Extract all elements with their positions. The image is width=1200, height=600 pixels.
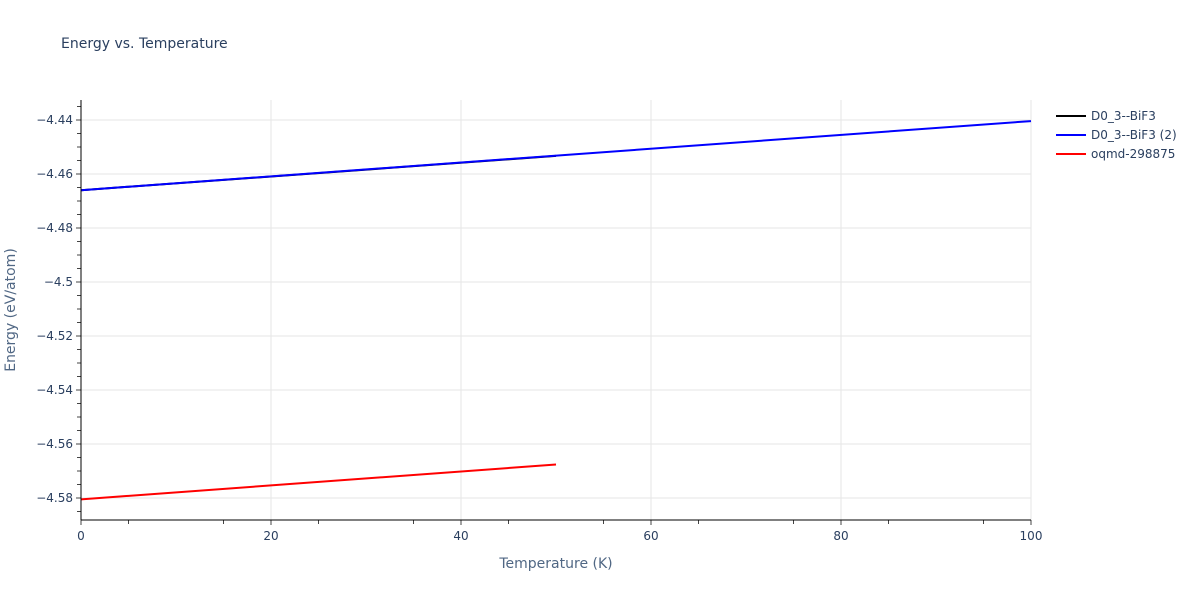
x-tick-label: 20 — [263, 529, 278, 543]
legend-item-oqmd-298875[interactable]: oqmd-298875 — [1056, 144, 1177, 163]
x-tick-label: 60 — [643, 529, 658, 543]
x-tick-label: 80 — [833, 529, 848, 543]
x-axis-label: Temperature (K) — [498, 556, 612, 572]
y-tick-label: −4.5 — [44, 275, 73, 289]
y-tick-label: −4.46 — [36, 167, 73, 181]
gridlines — [81, 100, 1032, 520]
data-lines — [80, 120, 1032, 501]
axes: 0 20 40 60 80 100 −4.44 −4.46 −4.48 −4.5 −4.52 −4.5… — [36, 100, 1042, 543]
legend-line-icon — [1056, 114, 1086, 117]
y-tick-label: −4.52 — [36, 329, 73, 343]
series-line — [80, 463, 557, 501]
y-tick-label: −4.48 — [36, 221, 73, 235]
legend-item-d03-bif3[interactable]: D0_3--BiF3 — [1056, 106, 1177, 125]
legend-label: D0_3--BiF3 (2) — [1091, 127, 1177, 142]
y-tick-label: −4.58 — [36, 491, 73, 505]
x-tick-label: 40 — [453, 529, 468, 543]
y-tick-label: −4.56 — [36, 437, 73, 451]
series-line — [80, 120, 1032, 192]
legend: D0_3--BiF3 D0_3--BiF3 (2) oqmd-298875 — [1056, 106, 1177, 163]
y-tick-label: −4.54 — [36, 383, 73, 397]
y-axis-label: Energy (eV/atom) — [3, 248, 19, 372]
legend-label: D0_3--BiF3 — [1091, 108, 1156, 123]
x-tick-label: 0 — [77, 529, 85, 543]
legend-line-icon — [1056, 133, 1086, 136]
legend-item-d03-bif3-2[interactable]: D0_3--BiF3 (2) — [1056, 125, 1177, 144]
legend-label: oqmd-298875 — [1091, 146, 1176, 161]
y-tick-label: −4.44 — [36, 113, 73, 127]
chart-title: Energy vs. Temperature — [61, 36, 228, 52]
legend-line-icon — [1056, 152, 1086, 155]
x-tick-label: 100 — [1020, 529, 1043, 543]
